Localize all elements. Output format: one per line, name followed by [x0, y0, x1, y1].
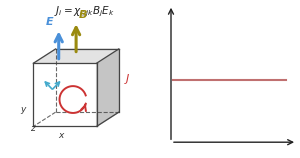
- Polygon shape: [33, 49, 119, 63]
- Text: $\boldsymbol{B}$: $\boldsymbol{B}$: [77, 8, 87, 20]
- Text: $\boldsymbol{E}$: $\boldsymbol{E}$: [45, 15, 55, 27]
- Text: $E_\mathrm{F}$: $E_\mathrm{F}$: [299, 149, 300, 158]
- Text: $J_i = \chi_{i;jk} B_j E_k$: $J_i = \chi_{i;jk} B_j E_k$: [54, 5, 114, 19]
- Polygon shape: [97, 49, 119, 126]
- Text: $z$: $z$: [29, 124, 36, 133]
- Text: $J$: $J$: [124, 72, 130, 86]
- Text: $x$: $x$: [58, 131, 66, 140]
- Text: $y$: $y$: [20, 105, 28, 116]
- Text: $\mathrm{Tr}[\chi_x]$: $\mathrm{Tr}[\chi_x]$: [166, 0, 199, 2]
